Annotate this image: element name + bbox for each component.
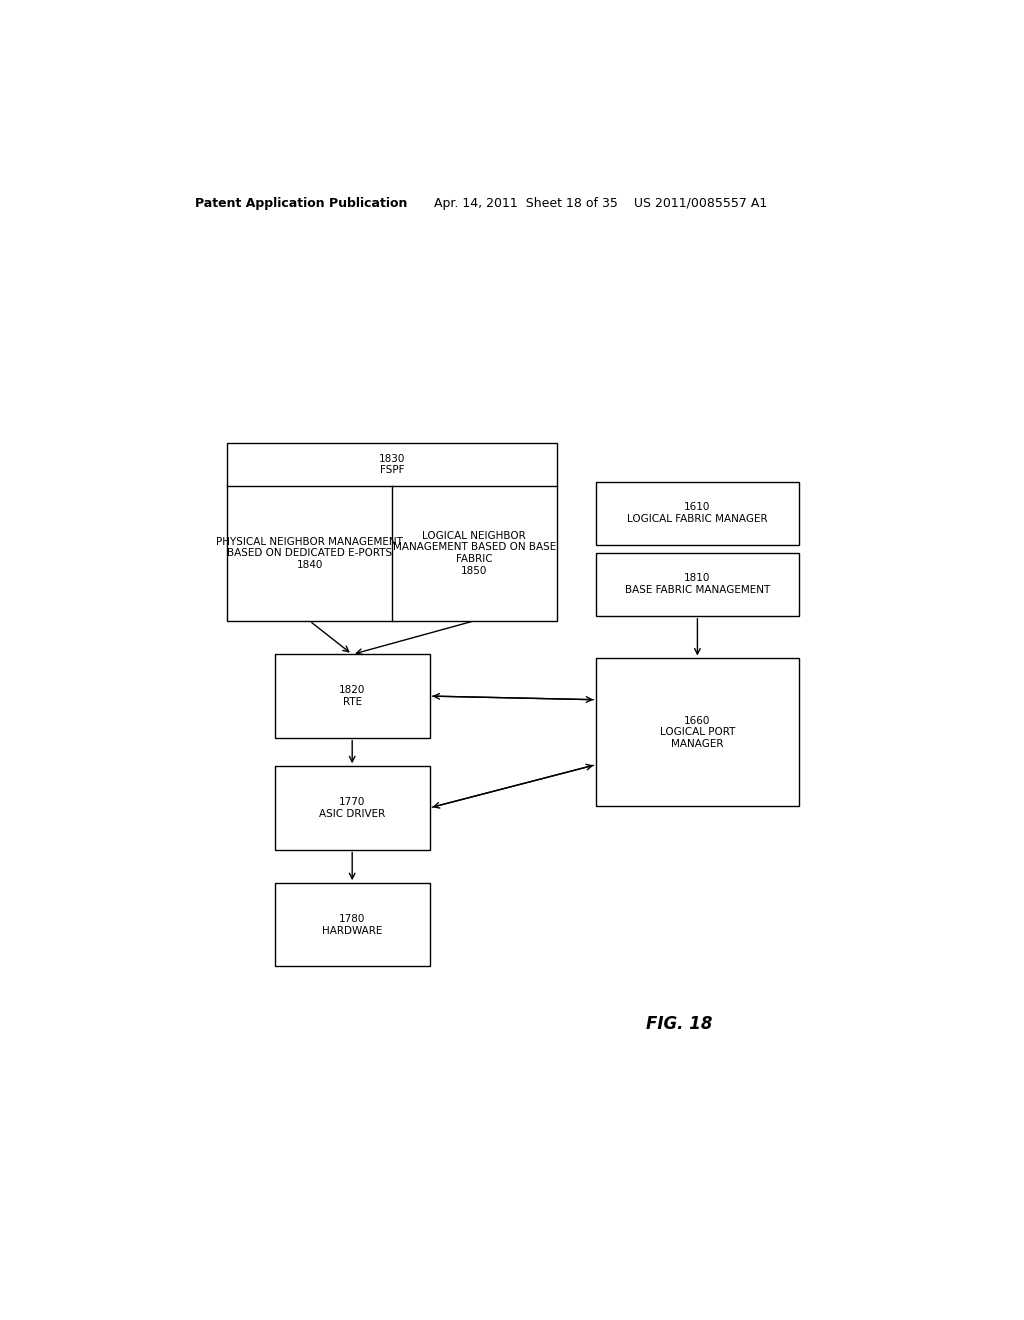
Text: 1780
HARDWARE: 1780 HARDWARE bbox=[322, 913, 382, 936]
Bar bbox=[227, 444, 557, 620]
Text: 1660
LOGICAL PORT
MANAGER: 1660 LOGICAL PORT MANAGER bbox=[659, 715, 735, 748]
Text: 1770
ASIC DRIVER: 1770 ASIC DRIVER bbox=[319, 797, 385, 818]
Text: 1830
FSPF: 1830 FSPF bbox=[379, 454, 406, 475]
Bar bbox=[596, 482, 799, 545]
Text: Apr. 14, 2011  Sheet 18 of 35    US 2011/0085557 A1: Apr. 14, 2011 Sheet 18 of 35 US 2011/008… bbox=[433, 197, 767, 210]
Text: PHYSICAL NEIGHBOR MANAGEMENT
BASED ON DEDICATED E-PORTS
1840: PHYSICAL NEIGHBOR MANAGEMENT BASED ON DE… bbox=[216, 537, 403, 570]
Bar bbox=[596, 659, 799, 805]
Text: FIG. 18: FIG. 18 bbox=[646, 1015, 713, 1034]
Bar bbox=[274, 766, 430, 850]
Bar bbox=[274, 883, 430, 966]
Text: LOGICAL NEIGHBOR
MANAGEMENT BASED ON BASE
FABRIC
1850: LOGICAL NEIGHBOR MANAGEMENT BASED ON BAS… bbox=[392, 531, 556, 576]
Text: 1610
LOGICAL FABRIC MANAGER: 1610 LOGICAL FABRIC MANAGER bbox=[627, 503, 768, 524]
Text: 1820
RTE: 1820 RTE bbox=[339, 685, 366, 708]
Text: Patent Application Publication: Patent Application Publication bbox=[196, 197, 408, 210]
Bar bbox=[596, 553, 799, 615]
Text: 1810
BASE FABRIC MANAGEMENT: 1810 BASE FABRIC MANAGEMENT bbox=[625, 573, 770, 595]
Bar bbox=[274, 655, 430, 738]
